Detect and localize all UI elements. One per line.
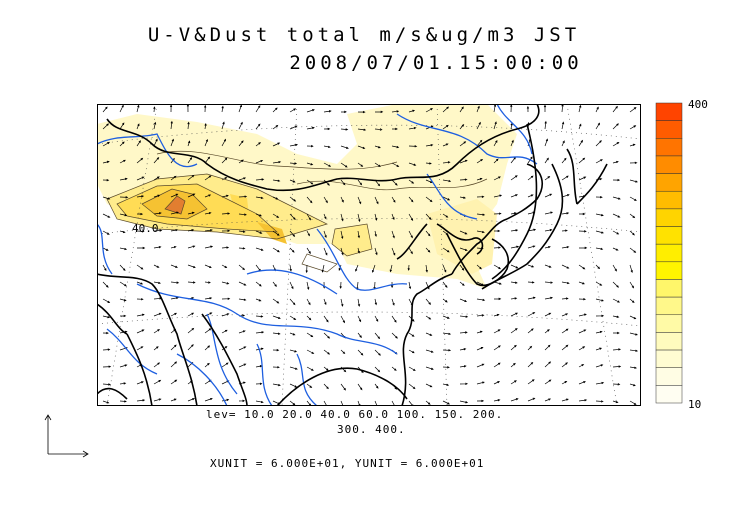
contour-label: 40.0: [132, 222, 159, 235]
wind-vectors-path: [102, 104, 639, 406]
graticule: [97, 104, 641, 406]
reference-vector-icon: [44, 414, 89, 458]
colorbar-cell: [655, 243, 683, 263]
map-timestamp: 2008/07/01.15:00:00: [289, 52, 583, 74]
coastlines: [97, 104, 608, 406]
contour-levels-continued: 300. 400.: [337, 423, 406, 436]
colorbar-cell: [655, 367, 683, 386]
contour-levels: lev= 10.0 20.0 40.0 60.0 100. 150. 200.: [206, 408, 504, 421]
colorbar-cell: [655, 261, 683, 280]
rivers: [97, 104, 538, 406]
vector-unit-scale: XUNIT = 6.000E+01, YUNIT = 6.000E+01: [210, 457, 485, 470]
colorbar-max-label: 400: [688, 98, 708, 111]
colorbar-cell: [655, 332, 683, 351]
colorbar-cell: [655, 138, 683, 157]
dust-wind-map: 40.0: [97, 104, 641, 406]
colorbar-cell: [655, 314, 683, 333]
colorbar-cell: [655, 155, 683, 174]
colorbar-cell: [655, 120, 683, 139]
colorbar-cell: [655, 102, 683, 121]
colorbar-cell: [655, 385, 683, 404]
colorbar-cell: [655, 173, 683, 192]
colorbar-cell: [655, 279, 683, 298]
colorbar-cell: [655, 226, 683, 245]
colorbar-cell: [655, 208, 683, 227]
colorbar-cell: [655, 296, 683, 316]
colorbar-cell: [655, 349, 683, 368]
colorbar-cell: [655, 190, 683, 210]
colorbar: [655, 102, 683, 404]
map-title: U-V&Dust total m/s&ug/m3 JST: [147, 24, 581, 46]
colorbar-min-label: 10: [688, 398, 702, 411]
wind-vector-field: [102, 104, 639, 406]
